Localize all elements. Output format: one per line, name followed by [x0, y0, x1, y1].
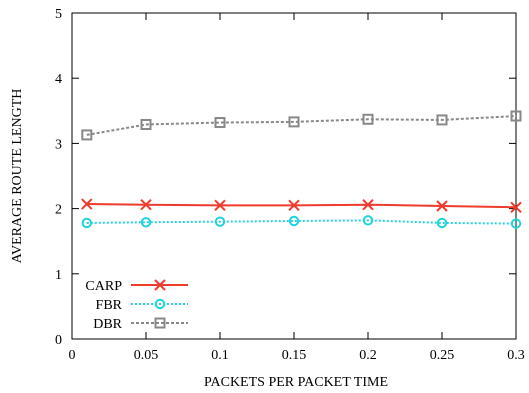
data-point-fbr: [362, 215, 374, 226]
series-line-carp: [86, 203, 517, 209]
data-point-dbr: [436, 114, 448, 126]
legend-marker-carp: [154, 279, 166, 291]
series-carp: [81, 198, 522, 214]
y-axis-title: AVERAGE ROUTE LENGTH: [10, 89, 25, 264]
y-tick-label: 3: [55, 137, 62, 152]
marker-stroke: [436, 200, 448, 212]
data-point-dbr: [140, 118, 152, 130]
data-point-carp: [288, 199, 300, 212]
legend-entry-dbr: DBR: [93, 317, 188, 332]
series-fbr: [81, 215, 522, 229]
x-tick-label: 0.3: [507, 348, 525, 363]
data-point-carp: [140, 198, 152, 211]
legend-label-carp: CARP: [85, 279, 122, 294]
y-tick-label: 2: [55, 203, 62, 218]
marker-stroke: [140, 198, 152, 211]
series-line-dbr: [86, 115, 517, 136]
legend-entry-carp: CARP: [85, 279, 188, 294]
x-tick-label: 0.15: [282, 348, 307, 363]
marker-stroke: [81, 198, 93, 210]
data-point-dbr: [510, 110, 522, 122]
x-tick-label: 0.25: [430, 348, 455, 363]
plot-frame: [71, 12, 517, 340]
x-tick-label: 0.2: [359, 348, 377, 363]
data-point-carp: [436, 200, 448, 212]
marker-stroke: [154, 279, 166, 291]
data-point-fbr: [288, 215, 300, 227]
data-point-carp: [510, 201, 522, 214]
legend-label-fbr: FBR: [96, 298, 123, 313]
data-point-carp: [214, 199, 226, 212]
legend-entry-fbr: FBR: [96, 298, 188, 313]
data-point-dbr: [214, 117, 226, 129]
marker-stroke: [288, 199, 300, 212]
marker-stroke: [214, 199, 226, 212]
marker-stroke: [362, 198, 374, 211]
y-tick-label: 4: [55, 72, 62, 87]
x-tick-label: 0.1: [211, 348, 229, 363]
y-tick-label: 5: [55, 7, 62, 22]
x-axis-title: PACKETS PER PACKET TIME: [204, 375, 388, 390]
data-point-fbr: [510, 218, 522, 229]
x-tick-label: 0.05: [134, 348, 159, 363]
data-point-fbr: [140, 217, 152, 228]
data-point-carp: [81, 198, 93, 210]
data-point-fbr: [81, 217, 93, 229]
marker-stroke: [510, 201, 522, 214]
data-point-dbr: [288, 116, 300, 128]
data-point-fbr: [214, 216, 226, 227]
legend-marker-fbr: [154, 298, 166, 310]
series-dbr: [81, 110, 522, 141]
legend-label-dbr: DBR: [93, 317, 122, 332]
y-tick-label: 0: [55, 333, 62, 348]
data-point-fbr: [436, 217, 448, 229]
legend: CARP FBR DBR: [85, 279, 188, 332]
y-tick-label: 1: [55, 268, 62, 283]
data-point-carp: [362, 198, 374, 211]
axes: 0 0.05 0.1 0.15 0.2 0.25 0.3 0 1 2 3 4 5: [55, 7, 525, 363]
legend-marker-dbr: [154, 317, 166, 329]
x-tick-label: 0: [69, 348, 76, 363]
data-point-dbr: [81, 129, 93, 141]
data-point-dbr: [362, 113, 374, 125]
series-layer: [81, 110, 522, 229]
